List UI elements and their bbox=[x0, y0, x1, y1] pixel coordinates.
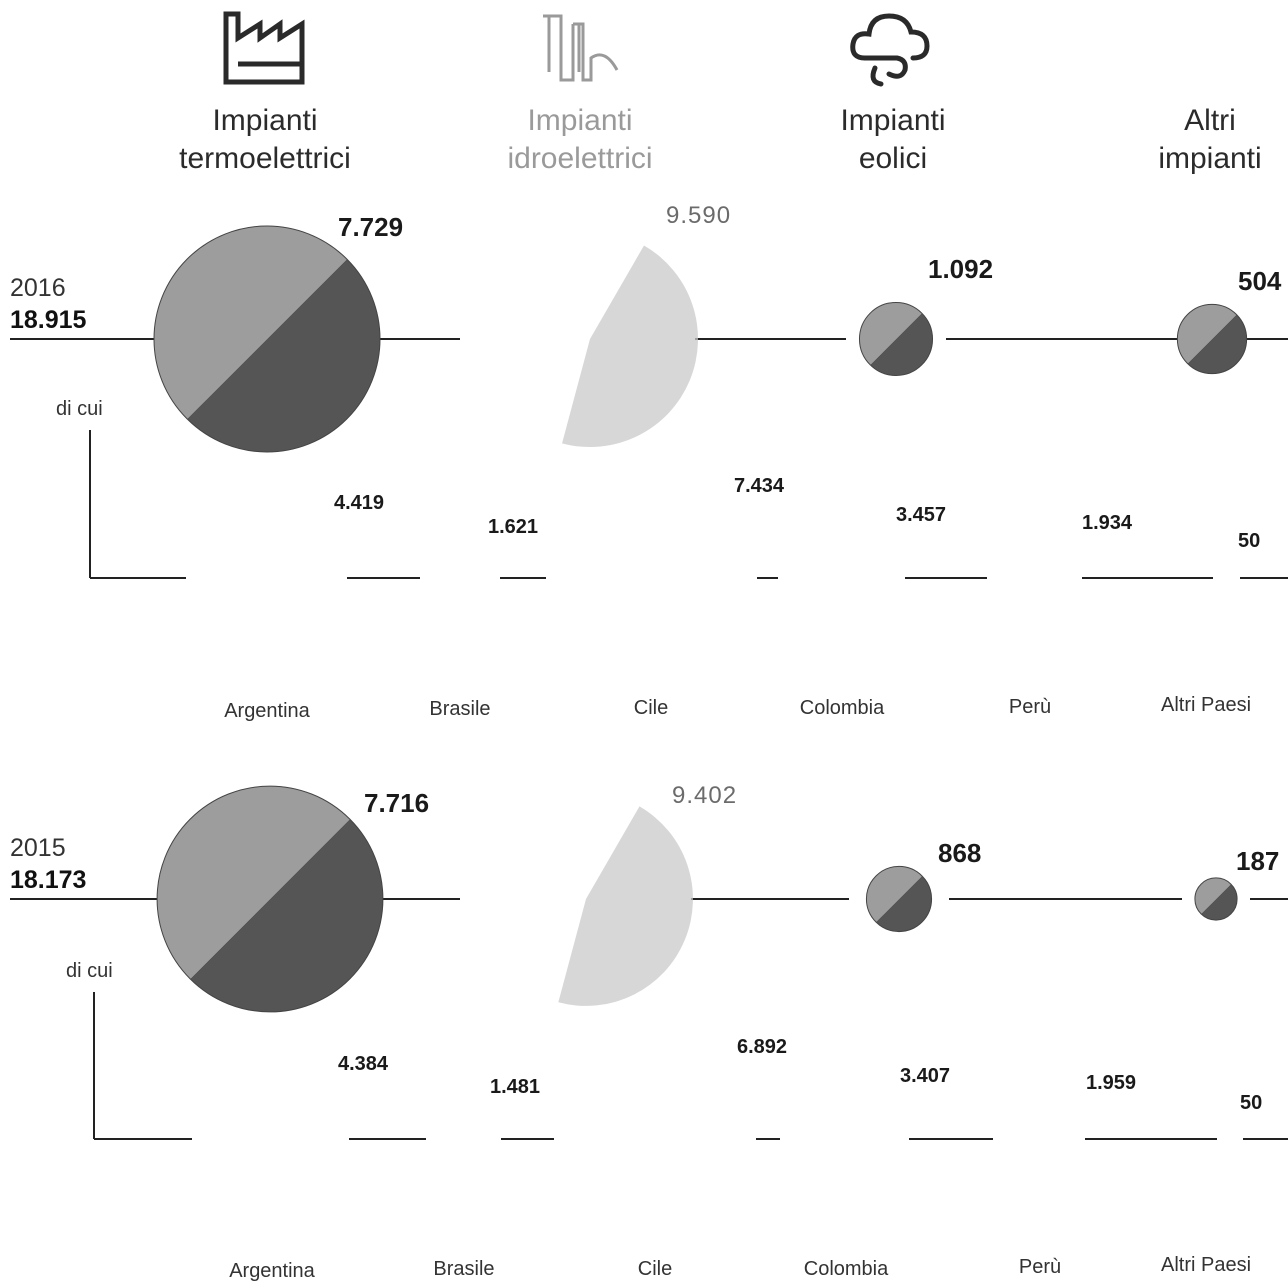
pie-altri-2016-outline bbox=[1176, 303, 1248, 375]
pie-idro-2015 bbox=[558, 806, 693, 1006]
di-cui-label-2015: di cui bbox=[66, 960, 113, 982]
value-altri-2015: 187 bbox=[1236, 846, 1280, 876]
value-peru-2016: 1.934 bbox=[1082, 512, 1133, 534]
pie-eolici-2015-dark-slice bbox=[875, 875, 932, 932]
value-brasile-2015: 1.481 bbox=[490, 1076, 541, 1098]
year-label-2016: 2016 bbox=[10, 274, 66, 302]
pie-altri-2015-light-slice bbox=[1194, 877, 1231, 914]
value-idro-2016: 9.590 bbox=[666, 202, 732, 229]
country-label-cile-2015: Cile bbox=[637, 1258, 673, 1280]
value-altri-2016: 504 bbox=[1238, 266, 1282, 296]
value-termo-2015: 7.716 bbox=[364, 788, 430, 818]
wind-cloud-icon bbox=[850, 13, 930, 87]
pie-eolici-2016-dark-slice bbox=[870, 313, 933, 376]
country-label-brasile-2015: Brasile bbox=[433, 1258, 495, 1280]
value-altri-paesi-2015: 50 bbox=[1240, 1092, 1263, 1114]
country-label-argentina-2016: Argentina bbox=[224, 700, 310, 722]
year-total-2016: 18.915 bbox=[10, 306, 87, 334]
value-termo-2016: 7.729 bbox=[338, 212, 404, 242]
value-cile-2016: 7.434 bbox=[734, 475, 785, 497]
pie-altri-2016-light-slice bbox=[1177, 304, 1237, 364]
pie-termo-2016-light-slice bbox=[154, 226, 347, 419]
pie-eolici-2015-outline bbox=[865, 865, 933, 933]
pie-termo-2015-outline bbox=[156, 785, 384, 1013]
value-brasile-2016: 1.621 bbox=[488, 516, 539, 538]
year-label-2015: 2015 bbox=[10, 834, 66, 862]
value-eolici-2015: 868 bbox=[938, 838, 982, 868]
country-label-peru-2015: Perù bbox=[1018, 1256, 1062, 1278]
country-label-brasile-2016: Brasile bbox=[429, 698, 491, 720]
country-label-colombia-2016: Colombia bbox=[799, 697, 885, 719]
pie-altri-2016-dark-slice bbox=[1187, 314, 1247, 374]
value-argentina-2016: 4.419 bbox=[334, 492, 385, 514]
pie-altri-2015-outline bbox=[1194, 877, 1238, 921]
pie-altri-2015-dark-slice bbox=[1201, 884, 1238, 921]
value-colombia-2015: 3.407 bbox=[900, 1065, 951, 1087]
category-label-eolici: Impianti eolici bbox=[840, 104, 946, 175]
category-label-idro: Impianti idroelettrici bbox=[507, 104, 653, 175]
year-total-2015: 18.173 bbox=[10, 866, 87, 894]
pie-idro-2016 bbox=[562, 245, 698, 447]
country-label-cile-2016: Cile bbox=[633, 697, 669, 719]
hydro-pipe-icon bbox=[543, 14, 619, 82]
pie-termo-2015-dark-slice bbox=[190, 819, 383, 1012]
pie-termo-2015-light-slice bbox=[157, 786, 350, 979]
country-label-altri-paesi-2016: Altri Paesi bbox=[1160, 694, 1252, 716]
value-colombia-2016: 3.457 bbox=[896, 504, 947, 526]
country-label-peru-2016: Perù bbox=[1008, 696, 1052, 718]
pie-eolici-2015-light-slice bbox=[866, 866, 923, 923]
category-label-termo: Impianti termoelettrici bbox=[179, 104, 351, 175]
value-peru-2015: 1.959 bbox=[1086, 1072, 1137, 1094]
di-cui-label-2016: di cui bbox=[56, 398, 103, 420]
country-label-altri-paesi-2015: Altri Paesi bbox=[1160, 1254, 1252, 1276]
pie-termo-2016-dark-slice bbox=[187, 259, 380, 452]
value-cile-2015: 6.892 bbox=[737, 1036, 788, 1058]
pie-eolici-2016-light-slice bbox=[859, 302, 922, 365]
value-eolici-2016: 1.092 bbox=[928, 254, 994, 284]
country-label-colombia-2015: Colombia bbox=[803, 1258, 889, 1280]
value-altri-paesi-2016: 50 bbox=[1238, 530, 1261, 552]
country-label-argentina-2015: Argentina bbox=[229, 1260, 315, 1282]
category-label-altri: Altri impianti bbox=[1158, 104, 1262, 175]
value-argentina-2015: 4.384 bbox=[338, 1053, 389, 1075]
value-idro-2015: 9.402 bbox=[672, 782, 738, 809]
pie-termo-2016-outline bbox=[153, 225, 381, 453]
factory-icon bbox=[223, 11, 305, 85]
pie-eolici-2016-outline bbox=[858, 301, 934, 377]
